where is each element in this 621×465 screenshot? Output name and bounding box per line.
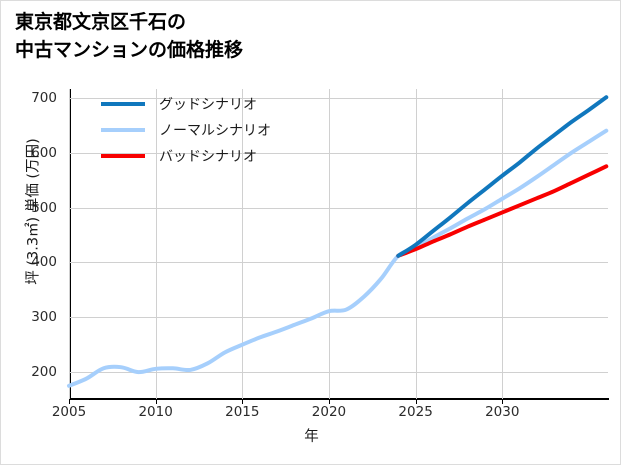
- y-tick-label: 300: [31, 309, 57, 326]
- x-tick-mark: [328, 400, 330, 404]
- gridline-horizontal: [69, 262, 608, 264]
- gridline-horizontal: [69, 317, 608, 319]
- legend-label: ノーマルシナリオ: [159, 123, 271, 139]
- gridline-horizontal: [69, 207, 608, 209]
- x-tick-label: 2025: [398, 404, 433, 420]
- x-tick-label: 2015: [225, 404, 260, 420]
- plot-area: [67, 89, 609, 399]
- x-tick-mark: [415, 400, 417, 404]
- y-tick-label: 200: [31, 364, 57, 381]
- y-axis-spine: [69, 89, 71, 400]
- chart-title: 東京都文京区千石の 中古マンションの価格推移: [15, 11, 244, 61]
- y-tick-label: 400: [31, 254, 57, 271]
- gridline-horizontal: [69, 372, 608, 374]
- y-axis-tick-labels: 200 300 400 500 600 700: [1, 1, 65, 464]
- x-tick-label: 2030: [485, 404, 520, 420]
- gridline-vertical: [155, 89, 157, 399]
- gridline-vertical: [502, 89, 504, 399]
- x-tick-label: 2005: [51, 404, 87, 420]
- legend-item: バッドシナリオ: [101, 143, 331, 169]
- gridline-vertical: [69, 89, 70, 399]
- y-tick-label: 500: [31, 199, 57, 216]
- y-tick-label: 600: [31, 144, 57, 161]
- x-axis-label: 年: [304, 429, 319, 445]
- gridline-horizontal: [69, 152, 608, 154]
- series-line: [67, 128, 609, 388]
- legend-swatch: [101, 154, 145, 158]
- data-lines: [67, 95, 609, 388]
- chart-legend: グッドシナリオ ノーマルシナリオ バッドシナリオ: [101, 91, 331, 169]
- series-line: [396, 164, 609, 258]
- legend-swatch: [101, 128, 145, 132]
- y-tick-label: 700: [31, 89, 57, 106]
- gridline-horizontal: [69, 97, 608, 99]
- gridline-vertical: [328, 89, 330, 399]
- series-line: [396, 95, 609, 258]
- legend-item: グッドシナリオ: [101, 91, 331, 117]
- legend-label: グッドシナリオ: [159, 97, 257, 113]
- y-axis-label: 坪 (3.3㎡) 単価 (万円): [25, 138, 42, 285]
- x-tick-label: 2020: [311, 404, 347, 420]
- legend-swatch: [101, 102, 145, 106]
- legend-label: バッドシナリオ: [159, 149, 257, 165]
- legend-item: ノーマルシナリオ: [101, 117, 331, 143]
- x-axis-spine: [69, 398, 609, 400]
- x-tick-mark: [155, 400, 157, 404]
- x-tick-mark: [242, 400, 244, 404]
- x-tick-mark: [69, 400, 70, 404]
- gridline-vertical: [242, 89, 244, 399]
- x-tick-label: 2010: [138, 404, 173, 420]
- x-tick-mark: [502, 400, 504, 404]
